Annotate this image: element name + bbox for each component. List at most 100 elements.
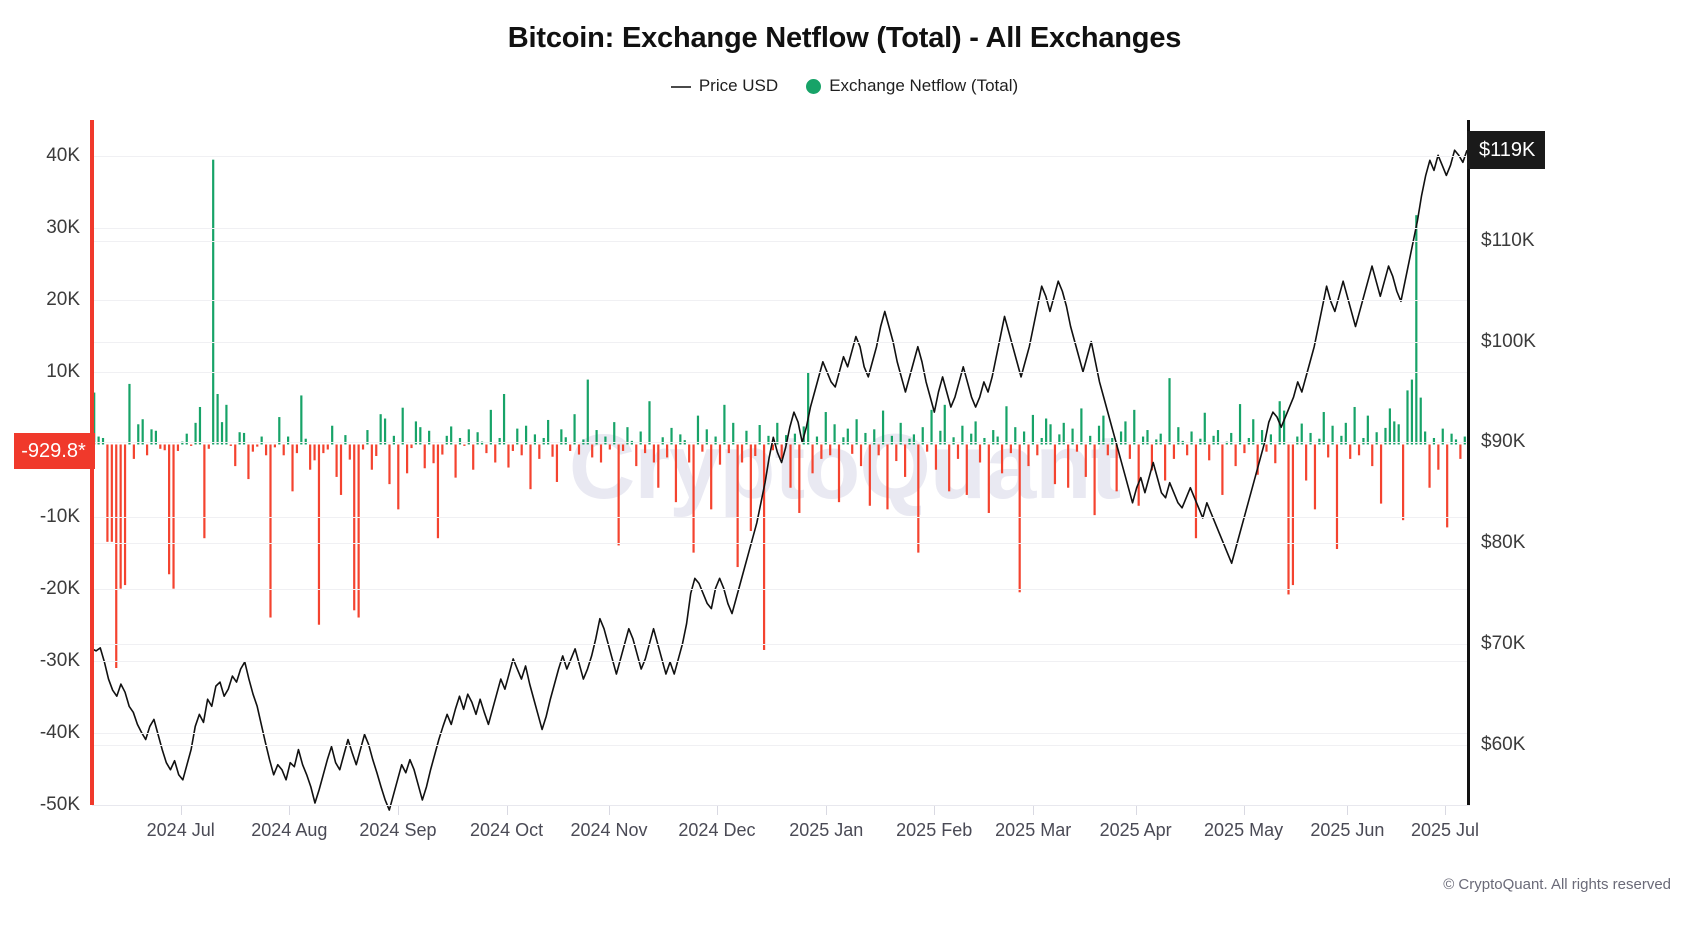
x-axis-tick-mark: [180, 806, 182, 815]
netflow-bar: [225, 404, 228, 445]
netflow-bar: [511, 444, 514, 451]
legend-label-price-usd: Price USD: [698, 76, 779, 95]
netflow-bar: [569, 444, 572, 451]
netflow-bar: [1402, 444, 1405, 521]
netflow-bar: [145, 444, 149, 456]
netflow-bar: [154, 430, 157, 445]
netflow-bar: [1296, 436, 1299, 445]
netflow-bar: [291, 444, 294, 492]
netflow-bar: [1071, 428, 1074, 445]
legend-item-price-usd[interactable]: Price USD: [670, 76, 779, 96]
netflow-bar: [300, 395, 303, 445]
netflow-bar: [1199, 438, 1202, 445]
netflow-bar: [688, 444, 691, 463]
legend-item-exchange-netflow[interactable]: Exchange Netflow (Total): [806, 76, 1018, 96]
x-axis-tick-label: 2025 May: [1204, 820, 1284, 840]
netflow-bar: [1375, 432, 1378, 445]
netflow-bar: [851, 444, 854, 454]
netflow-bar: [762, 444, 766, 650]
netflow-bar: [256, 444, 259, 447]
x-axis-tick-label: 2024 Sep: [359, 820, 437, 840]
netflow-bar: [1084, 444, 1087, 477]
netflow-bar: [595, 430, 598, 445]
gridline: [92, 516, 1467, 518]
gridline: [92, 732, 1467, 734]
netflow-bar: [767, 435, 770, 445]
netflow-bar: [1419, 397, 1422, 445]
netflow-bar: [934, 444, 938, 470]
netflow-bar: [1115, 444, 1118, 492]
netflow-bar: [344, 435, 347, 445]
netflow-bar: [895, 444, 898, 462]
netflow-bar: [1164, 444, 1167, 481]
netflow-bar: [864, 432, 867, 445]
netflow-bar: [1186, 444, 1189, 456]
gridline: [92, 372, 1467, 374]
netflow-bar: [780, 444, 783, 459]
right-axis-tick-label: $70K: [1481, 632, 1526, 654]
netflow-bar: [732, 422, 735, 445]
netflow-bar: [502, 394, 506, 445]
netflow-bar: [1313, 444, 1317, 510]
netflow-bar: [216, 394, 219, 445]
netflow-bar: [811, 444, 814, 474]
netflow-bar: [282, 444, 285, 456]
netflow-bar: [608, 444, 611, 450]
netflow-bar: [1168, 378, 1171, 445]
netflow-bar: [943, 404, 946, 445]
netflow-bar: [450, 426, 453, 445]
netflow-bar: [476, 432, 479, 445]
left-axis-tick-label: 40K: [46, 145, 80, 167]
netflow-bar: [207, 444, 210, 449]
netflow-bar: [295, 444, 299, 454]
netflow-bar: [375, 444, 378, 457]
plot-area: [91, 120, 1468, 811]
netflow-bar: [445, 435, 448, 445]
gridline: [92, 744, 1467, 746]
netflow-bar: [1049, 424, 1052, 445]
netflow-bar: [1252, 419, 1255, 445]
netflow-bar: [1159, 433, 1162, 445]
gridline: [92, 228, 1467, 230]
netflow-bar: [890, 435, 893, 445]
netflow-bar: [353, 444, 356, 611]
netflow-bar: [1221, 444, 1224, 495]
netflow-bar: [996, 436, 999, 445]
netflow-bar: [1080, 408, 1083, 445]
netflow-bar: [613, 422, 616, 445]
price-line: [91, 149, 1468, 811]
netflow-bar: [542, 437, 545, 445]
netflow-bar: [1146, 430, 1149, 445]
netflow-bar: [458, 437, 462, 445]
x-axis-tick-label: 2024 Jul: [146, 820, 215, 840]
netflow-bar: [1388, 408, 1391, 445]
netflow-bar: [428, 430, 431, 445]
netflow-bar: [1053, 444, 1057, 485]
netflow-bar: [939, 430, 942, 445]
netflow-bar: [507, 444, 510, 468]
netflow-bar: [1203, 412, 1206, 445]
netflow-bar: [705, 429, 708, 445]
netflow-bar: [128, 383, 131, 445]
netflow-bar: [1247, 437, 1250, 445]
netflow-bar: [974, 421, 977, 445]
netflow-bar: [1097, 425, 1101, 445]
netflow-bar: [1371, 444, 1374, 467]
netflow-bar: [141, 419, 144, 445]
netflow-bar: [837, 444, 841, 503]
netflow-bar: [454, 444, 457, 478]
netflow-bar: [101, 437, 105, 445]
left-axis-tick-label: -40K: [39, 721, 80, 743]
netflow-bar: [339, 444, 343, 495]
x-axis-tick-label: 2024 Nov: [570, 820, 648, 840]
netflow-bar: [679, 434, 682, 445]
netflow-bar: [397, 444, 400, 510]
netflow-bar: [718, 444, 722, 465]
netflow-bar: [278, 417, 281, 445]
netflow-bar: [948, 444, 951, 492]
x-axis-tick-mark: [609, 806, 610, 815]
netflow-bar: [745, 430, 748, 445]
x-axis-tick-mark: [1347, 806, 1349, 815]
netflow-bar: [1014, 427, 1017, 445]
netflow-bar: [485, 444, 488, 454]
